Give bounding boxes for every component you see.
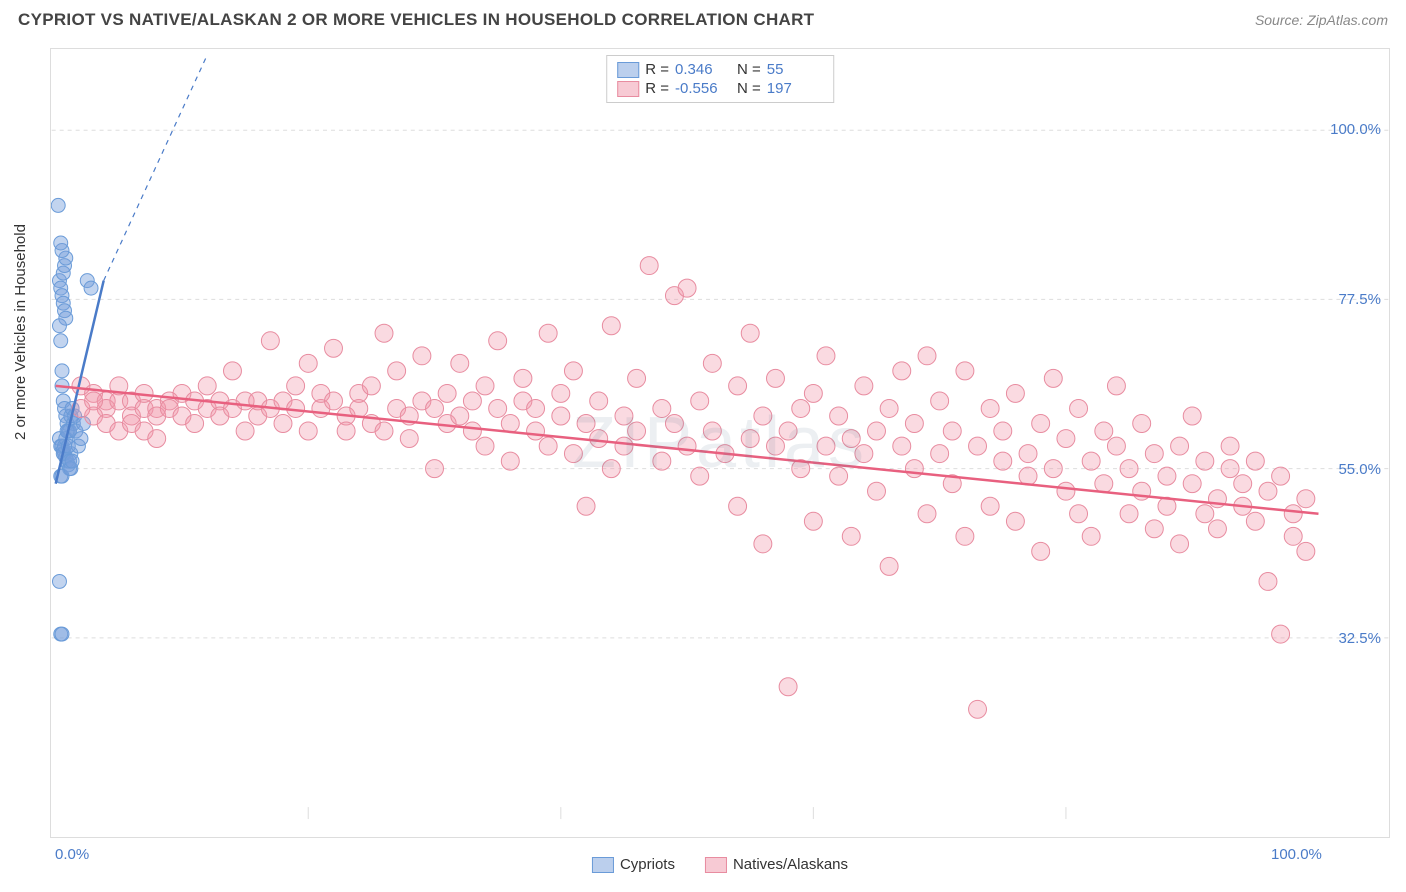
legend-item: Natives/Alaskans: [705, 856, 848, 873]
y-tick-label: 100.0%: [1330, 121, 1381, 138]
scatter-plot: [51, 49, 1389, 837]
legend-n-label: N =: [737, 80, 761, 97]
x-tick-label: 100.0%: [1271, 846, 1322, 863]
legend-n-value: 55: [767, 61, 823, 78]
x-tick-label: 0.0%: [55, 846, 89, 863]
legend-label: Natives/Alaskans: [733, 856, 848, 873]
legend-swatch: [617, 62, 639, 78]
legend-n-value: 197: [767, 80, 823, 97]
legend-n-label: N =: [737, 61, 761, 78]
chart-title: CYPRIOT VS NATIVE/ALASKAN 2 OR MORE VEHI…: [18, 10, 814, 30]
legend-swatch: [617, 81, 639, 97]
legend-series: Cypriots Natives/Alaskans: [592, 856, 848, 873]
legend-swatch: [592, 857, 614, 873]
legend-item: Cypriots: [592, 856, 675, 873]
legend-r-value: 0.346: [675, 61, 731, 78]
y-tick-label: 55.0%: [1338, 461, 1381, 478]
y-tick-label: 77.5%: [1338, 291, 1381, 308]
legend-correlation-box: R = 0.346 N = 55 R = -0.556 N = 197: [606, 55, 834, 103]
legend-r-label: R =: [645, 80, 669, 97]
legend-row: R = -0.556 N = 197: [617, 79, 823, 98]
legend-r-label: R =: [645, 61, 669, 78]
legend-swatch: [705, 857, 727, 873]
source-label: Source: ZipAtlas.com: [1255, 12, 1388, 28]
legend-label: Cypriots: [620, 856, 675, 873]
y-axis-label: 2 or more Vehicles in Household: [12, 224, 29, 440]
legend-row: R = 0.346 N = 55: [617, 60, 823, 79]
y-tick-label: 32.5%: [1338, 630, 1381, 647]
chart-container: ZIPatlas R = 0.346 N = 55 R = -0.556 N =…: [50, 48, 1390, 838]
title-bar: CYPRIOT VS NATIVE/ALASKAN 2 OR MORE VEHI…: [0, 0, 1406, 38]
legend-r-value: -0.556: [675, 80, 731, 97]
